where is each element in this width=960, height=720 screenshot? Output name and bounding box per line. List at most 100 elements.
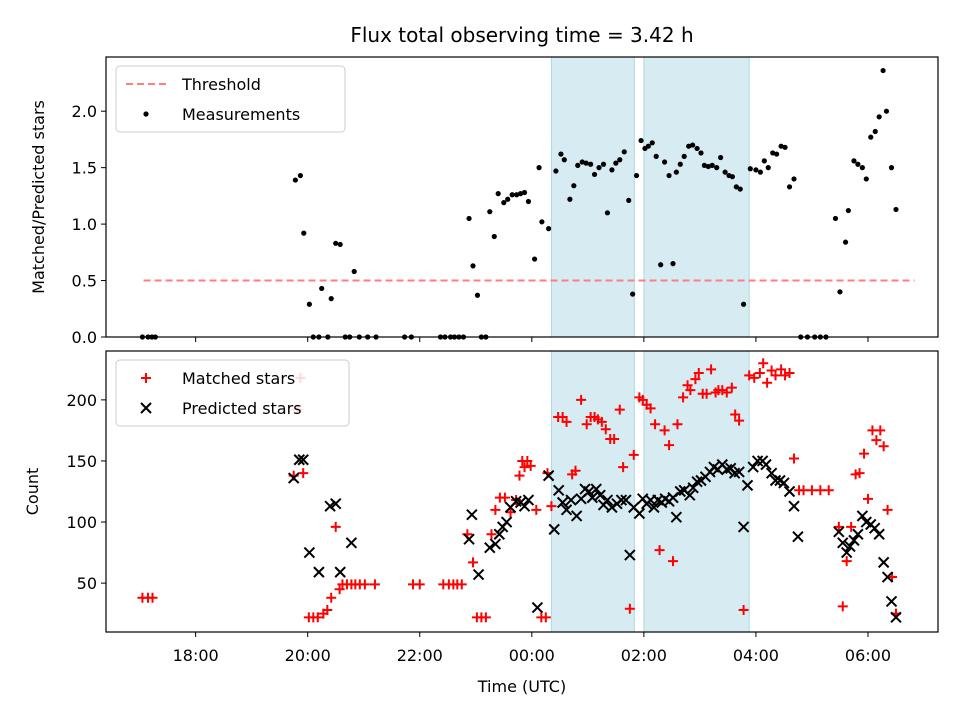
measurement-point: [525, 198, 532, 205]
matched-star-point: [837, 601, 848, 612]
matched-star-point: [862, 493, 873, 504]
matched-star-point: [789, 453, 800, 464]
matched-star-point: [806, 485, 817, 496]
matched-star-point: [770, 370, 781, 381]
measurement-point: [591, 171, 598, 178]
measurement-point: [649, 140, 655, 146]
measurement-point: [517, 191, 524, 197]
matched-star-point: [823, 485, 834, 496]
predicted-star-point: [542, 469, 555, 482]
measurement-point: [737, 186, 743, 192]
matched-star-point: [672, 419, 683, 430]
measurement-point: [842, 239, 849, 245]
matched-star-point: [480, 612, 491, 623]
legend-label: Threshold: [181, 75, 261, 94]
matched-star-point: [685, 385, 696, 396]
matched-star-point: [721, 387, 732, 398]
predicted-star-point: [881, 571, 894, 583]
predicted-star-point: [472, 568, 485, 581]
matched-star-point: [326, 592, 337, 603]
measurement-point: [532, 256, 538, 262]
predicted-star-point: [287, 472, 300, 484]
measurement-point: [753, 167, 759, 173]
measurement-point: [765, 165, 771, 171]
measurement-point: [630, 291, 636, 297]
matched-star-point: [798, 485, 809, 496]
predicted-star-point: [873, 528, 885, 540]
predicted-star-point: [890, 611, 902, 624]
measurement-point: [701, 162, 707, 168]
measurement-point: [718, 154, 724, 161]
y-axis-label: Count: [23, 468, 42, 516]
measurement-point: [575, 162, 581, 168]
measurement-point: [539, 219, 545, 225]
matched-star-point: [359, 579, 370, 590]
measurement-point: [328, 296, 334, 302]
predicted-star-point: [489, 538, 502, 550]
measurement-point: [872, 128, 878, 135]
measurement-point: [705, 163, 711, 170]
predicted-star-point: [345, 537, 358, 549]
matched-star-point: [659, 425, 670, 436]
predicted-star-point: [586, 491, 599, 504]
chart-title: Flux total observing time = 3.42 h: [350, 23, 693, 47]
predicted-star-point: [334, 566, 346, 578]
y-tick-label: 1.5: [72, 159, 97, 178]
predicted-star-point: [601, 494, 614, 506]
predicted-star-point: [721, 463, 733, 476]
axes-frame: [105, 350, 939, 633]
predicted-star-point: [741, 479, 754, 492]
predicted-star-point: [885, 595, 898, 608]
axes-frame: [105, 56, 939, 338]
measurement-point: [604, 210, 611, 216]
x-tick-label: 22:00: [397, 646, 443, 665]
matched-star-point: [322, 605, 333, 616]
matched-star-point: [762, 377, 773, 388]
predicted-star-point: [733, 466, 745, 478]
predicted-star-point: [769, 474, 782, 487]
matched-star-point: [561, 416, 572, 427]
measurement-point: [757, 169, 763, 175]
measurement-point: [681, 153, 687, 159]
matched-star-point: [576, 394, 587, 405]
predicted-star-point: [590, 483, 602, 495]
measurement-point: [546, 226, 552, 232]
matched-star-point: [882, 504, 893, 515]
predicted-star-point: [293, 454, 306, 466]
matched-star-point: [618, 462, 629, 473]
matched-star-point: [490, 504, 501, 515]
predicted-star-point: [463, 533, 475, 545]
x-tick-label: 04:00: [733, 646, 779, 665]
measurement-point: [351, 268, 357, 275]
predicted-star-point: [565, 494, 577, 506]
matched-star-point: [744, 370, 755, 381]
matched-star-point: [784, 367, 795, 378]
matched-star-point: [815, 485, 826, 496]
measurement-point: [690, 142, 696, 148]
x-axis-label: Time (UTC): [477, 677, 566, 696]
y-tick-label: 2.0: [72, 102, 97, 121]
measurement-point: [782, 144, 788, 150]
measurement-point: [855, 161, 861, 167]
predicted-star-point: [297, 454, 309, 466]
y-tick-label: 50: [77, 574, 97, 593]
measurement-point: [845, 207, 851, 214]
measurement-point: [837, 289, 843, 295]
y-tick-label: 150: [66, 452, 97, 471]
measurement-point: [670, 261, 676, 267]
measurement-point: [883, 108, 890, 114]
matched-star-point: [871, 435, 882, 446]
matched-star-point: [614, 404, 625, 415]
matched-star-point: [456, 579, 467, 590]
matched-star-point: [414, 579, 425, 590]
measurement-point: [677, 161, 683, 167]
measurement-point: [514, 192, 520, 198]
matched-star-point: [596, 416, 607, 427]
measurement-point: [297, 172, 304, 179]
measurement-point: [306, 301, 312, 307]
predicted-star-point: [493, 528, 506, 540]
predicted-star-point: [303, 546, 316, 559]
legend-label: Predicted stars: [182, 399, 302, 418]
measurement-point: [301, 230, 307, 236]
matched-star-point: [369, 579, 380, 590]
